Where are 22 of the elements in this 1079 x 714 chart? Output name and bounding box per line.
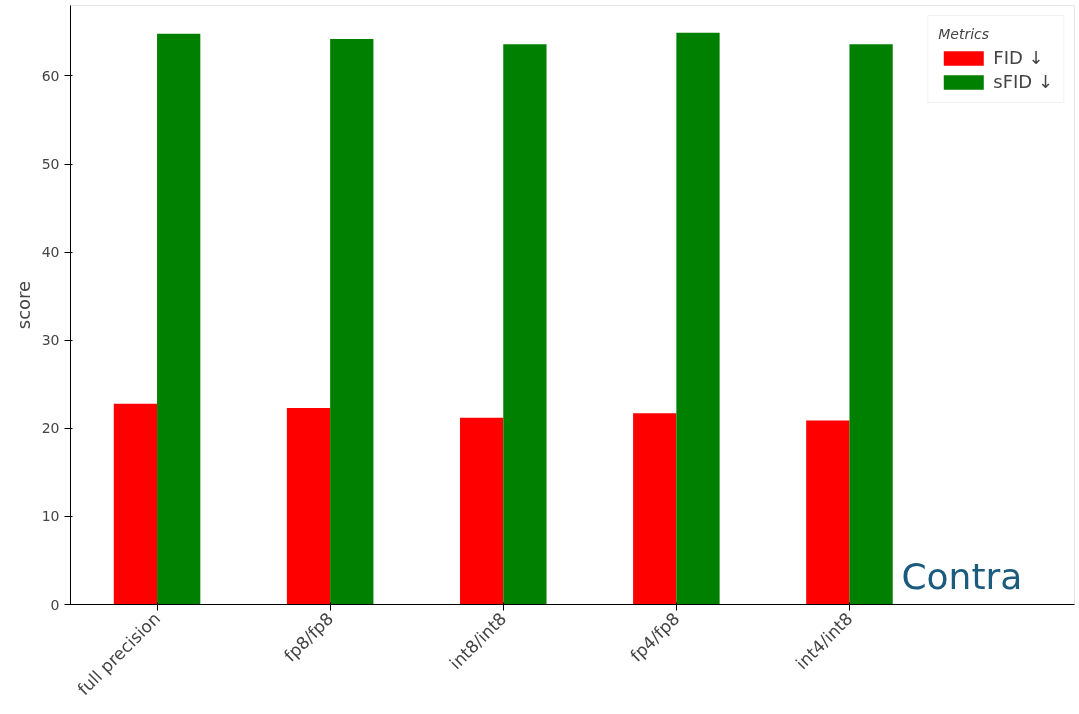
y-tick-label: 0: [50, 596, 60, 613]
y-tick-label: 20: [41, 420, 60, 437]
legend-label: sFID ↓: [993, 71, 1053, 92]
bar: [849, 44, 893, 605]
bar: [633, 413, 677, 605]
bar: [806, 420, 850, 605]
y-tick-label: 10: [41, 508, 60, 525]
bar: [113, 403, 158, 605]
legend-label: FID ↓: [993, 47, 1044, 68]
y-tick-label: 30: [41, 332, 60, 349]
bar: [286, 408, 331, 605]
bar: [157, 33, 201, 605]
bar: [676, 32, 720, 605]
bar: [330, 38, 374, 605]
bar: [459, 417, 504, 605]
y-axis-title: score: [12, 280, 34, 330]
y-tick-label: 40: [41, 244, 60, 261]
bar: [503, 44, 547, 605]
y-tick-label: 60: [41, 67, 60, 84]
annotation: Contra: [901, 555, 1023, 597]
legend-title: Metrics: [938, 26, 991, 42]
y-tick-label: 50: [41, 156, 60, 173]
